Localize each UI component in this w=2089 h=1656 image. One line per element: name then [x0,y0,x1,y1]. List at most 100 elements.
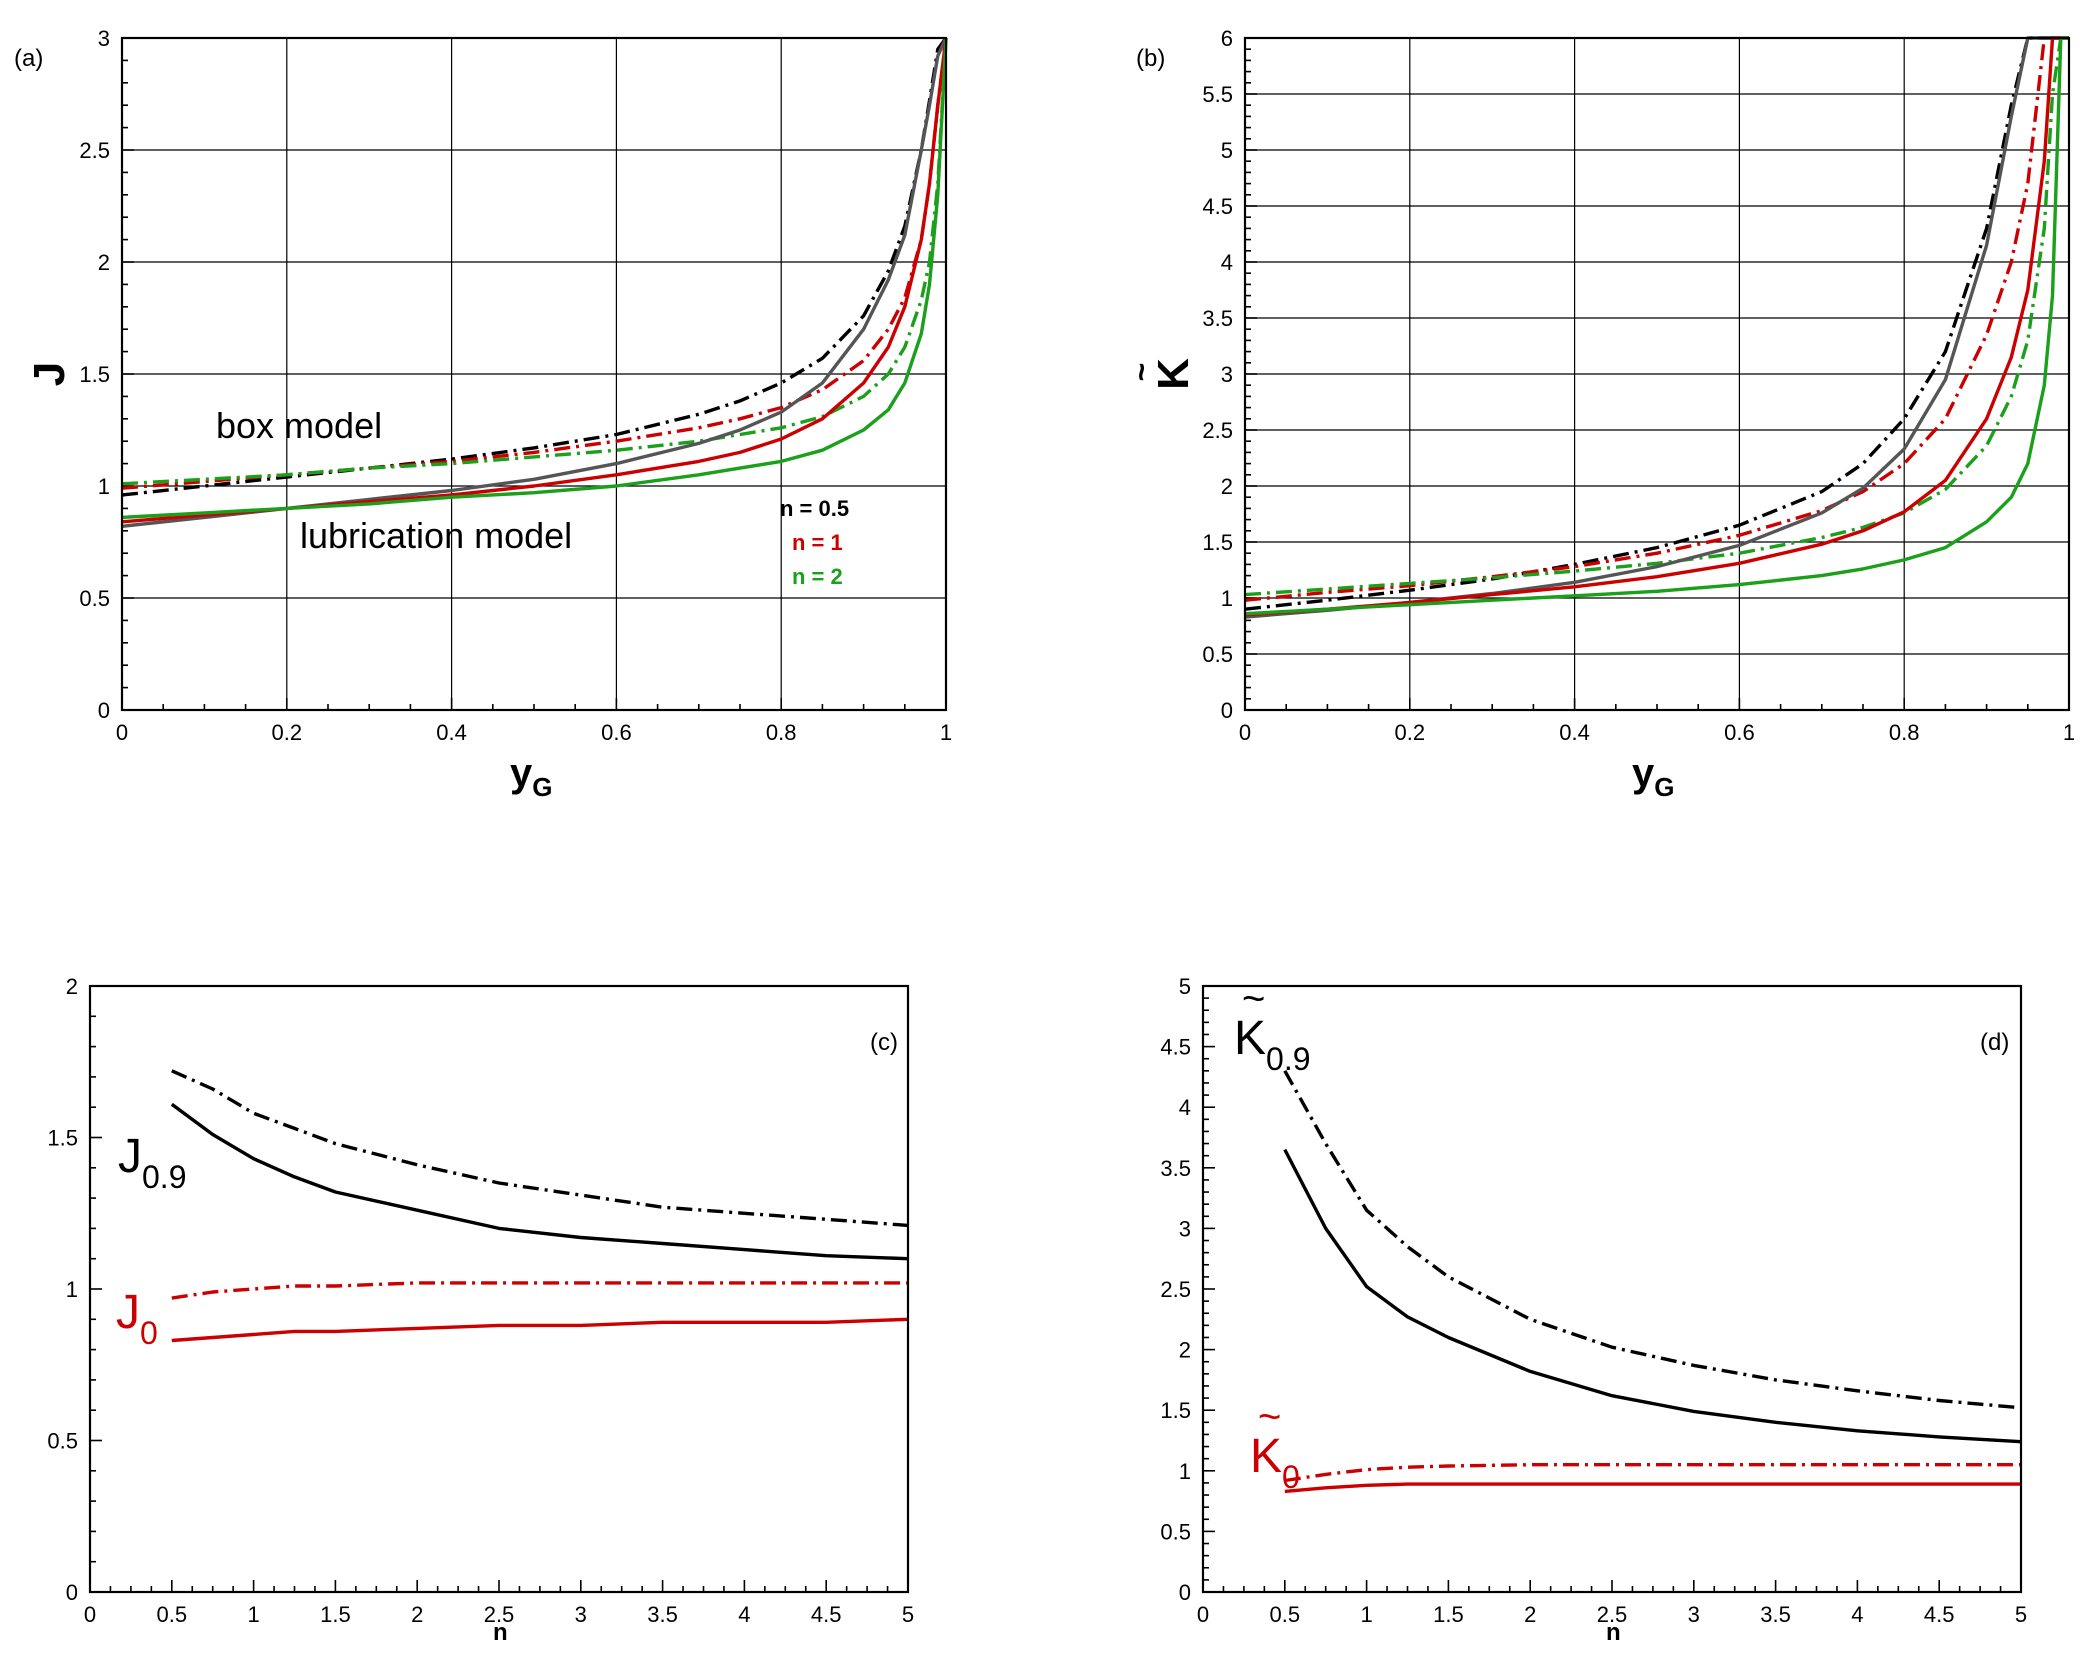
y-tick-label: 1 [1221,586,1233,611]
x-tick-label: 0 [1197,1602,1209,1627]
annotation-lubrication-model: lubrication model [300,515,572,556]
y-tick-label: 5 [1179,974,1191,999]
legend-n-1: n = 1 [792,530,843,555]
x-tick-label: 0.6 [1724,720,1755,745]
curve-label-k0-accent: ~ [1258,1395,1281,1439]
x-tick-label: 1 [940,720,952,745]
x-tick-label: 3.5 [1760,1602,1791,1627]
panel-label-c: (c) [870,1029,898,1056]
curve-label-j0: J0 [116,1286,158,1351]
panel-label-b: (b) [1136,45,1165,72]
x-tick-label: 0 [116,720,128,745]
y-tick-label: 0.5 [1160,1519,1191,1544]
x-tick-label: 0.2 [272,720,303,745]
xlabel-d: n [1606,1619,1621,1646]
y-tick-label: 1 [1179,1459,1191,1484]
series-line-lubrication-model-n-2 [121,37,948,520]
xlabel-a-main: y [510,751,533,795]
panel-c: 0 0.5 1 1.5 2 2.5 3 3.5 4 4.5 500.511.52 (c) n J0.… [47,974,914,1646]
x-tick-label: 3.5 [647,1602,678,1627]
panel-d: 0 0.5 1 1.5 2 2.5 3 3.5 4 4.5 5 0 0.5 1 1.5 2 2.5 3 3.5 4 4.… [1160,974,2027,1646]
curve-label-k0-main: K [1250,1430,1282,1483]
x-tick-label: 1 [2063,720,2075,745]
y-tick-label: 2.5 [79,138,110,163]
y-tick-label: 0 [66,1580,78,1605]
x-tick-label: 4.5 [1924,1602,1955,1627]
xlabel-a-sub: G [532,772,552,802]
y-tick-label: 1.5 [1160,1398,1191,1423]
x-tick-label: 0.6 [601,720,632,745]
x-tick-label: 3 [575,1602,587,1627]
ylabel-b-accent: ~ [1123,363,1159,382]
x-tick-label: 5 [902,1602,914,1627]
series-line-j0-box-model [171,1281,908,1300]
y-tick-label: 2.5 [1160,1277,1191,1302]
curve-label-k0-sub: 0 [1282,1459,1300,1495]
xlabel-b: yG [1632,751,1674,802]
series-line-j0-9-lubrication-model [170,1102,909,1261]
plot-frame-a [120,36,948,712]
ylabel-b-main: K [1149,358,1198,390]
y-tick-label: 1.5 [1202,530,1233,555]
tick-labels-a: 0 0.2 0.4 0.6 0.8 1 0 0.5 1 1.5 2 2.5 3 [79,26,952,745]
tick-labels-d: 0 0.5 1 1.5 2 2.5 3 3.5 4 4.5 5 0 0.5 1 1.5 2 2.5 3 3.5 4 4.… [1160,974,2027,1627]
legend-n-0.5: n = 0.5 [780,496,849,521]
y-tick-label: 0 [98,698,110,723]
x-tick-label: 0.4 [1559,720,1590,745]
y-tick-label: 0.5 [47,1429,78,1454]
y-tick-label: 0.5 [79,586,110,611]
y-tick-label: 4.5 [1160,1035,1191,1060]
x-tick-label: 0.5 [1270,1602,1301,1627]
x-tick-label: 0.4 [436,720,467,745]
x-tick-label: 0 [84,1602,96,1627]
curve-label-j0-sub: 0 [140,1315,158,1351]
y-tick-label: 0 [1221,698,1233,723]
y-tick-label: 5.5 [1202,82,1233,107]
plot-frame-b [1243,36,2071,712]
x-tick-label: 1 [247,1602,259,1627]
y-tick-label: 4.5 [1202,194,1233,219]
x-tick-label: 5 [2015,1602,2027,1627]
series-line-k0-box-model [1284,1462,2021,1483]
y-tick-label: 3 [98,26,110,51]
series-line-lubrication-model-n-1 [121,37,948,524]
x-tick-label: 3 [1688,1602,1700,1627]
legend-n-2: n = 2 [792,564,843,589]
x-tick-label: 0.8 [766,720,797,745]
y-tick-label: 3 [1221,362,1233,387]
curve-label-k09: K0.9 [1234,1012,1311,1077]
series-line-j0-9-box-model [171,1069,909,1228]
x-tick-label: 2.5 [1597,1602,1628,1627]
y-tick-label: 2 [98,250,110,275]
y-tick-label: 0.5 [1202,642,1233,667]
annotation-box-model: box model [216,405,382,446]
series-lines-a [121,36,948,528]
x-tick-label: 0.8 [1889,720,1920,745]
tick-labels-c: 0 0.5 1 1.5 2 2.5 3 3.5 4 4.5 5 0 0.5 1 1.5 2 [47,974,914,1627]
curve-label-j09-main: J [118,1130,142,1183]
series-lines-d [1283,1069,2022,1494]
panel-a: 0 0.2 0.4 0.6 0.8 1 0 0.5 1 1.5 2 2.5 3 (a) J yG box… [14,26,952,802]
ylabel-a: J [25,362,74,386]
y-tick-label: 2 [66,974,78,999]
series-line-lubrication-model-n-0-5 [121,37,948,528]
x-tick-label: 1.5 [1433,1602,1464,1627]
curve-label-j09: J0.9 [118,1130,186,1195]
x-tick-label: 0.5 [157,1602,188,1627]
series-line-k0-9-box-model [1283,1069,2022,1410]
y-tick-label: 2 [1221,474,1233,499]
series-line-k0-lubrication-model [1284,1482,2021,1494]
curve-label-k09-accent: ~ [1242,977,1265,1021]
y-tick-label: 1 [98,474,110,499]
y-tick-label: 3.5 [1202,306,1233,331]
xlabel-b-sub: G [1654,772,1674,802]
y-tick-label: 4 [1179,1095,1191,1120]
x-tick-label: 4.5 [811,1602,842,1627]
y-tick-label: 6 [1221,26,1233,51]
series-line-lubrication-model-n-1 [1244,36,2069,617]
curve-label-j0-main: J [116,1286,140,1339]
ylabel-b: K ~ [1123,358,1198,390]
grid-b [1245,38,2069,710]
series-line-k0-9-lubrication-model [1283,1148,2022,1444]
